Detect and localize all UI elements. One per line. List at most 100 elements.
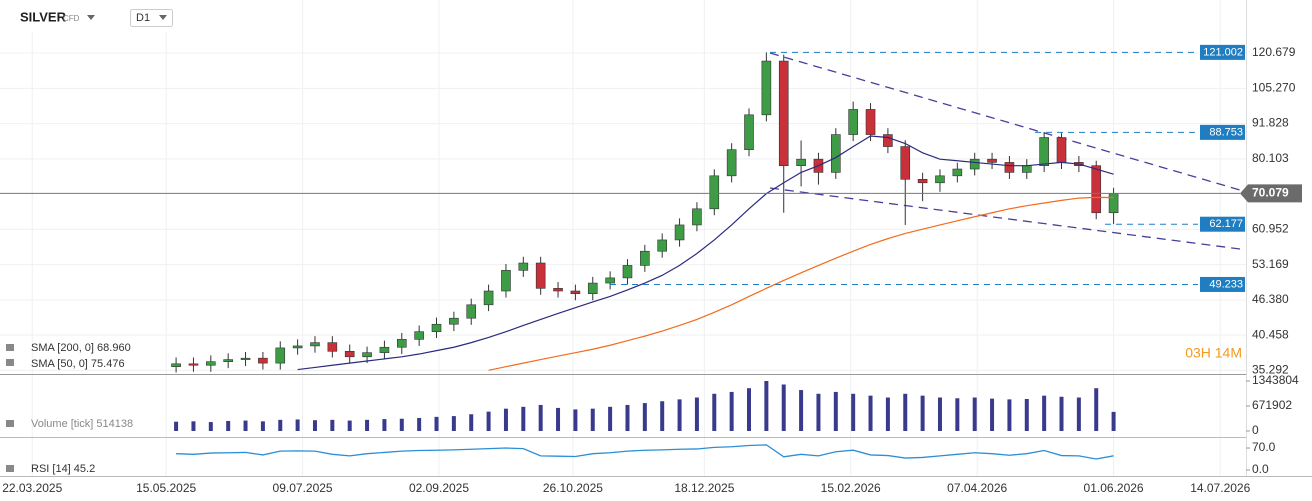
legend-icons bbox=[6, 344, 14, 472]
candle-body bbox=[692, 208, 702, 226]
grid bbox=[0, 0, 1246, 476]
x-tick-label: 07.04.2026 bbox=[947, 481, 1007, 495]
x-tick-label: 22.03.2025 bbox=[2, 481, 62, 495]
volume-bar bbox=[747, 388, 752, 431]
y-tick-label: 91.828 bbox=[1252, 116, 1289, 130]
volume-bar bbox=[312, 420, 317, 431]
candle-body bbox=[344, 350, 355, 358]
volume-bar bbox=[573, 409, 578, 431]
volume-bar bbox=[417, 417, 422, 431]
price-panel bbox=[171, 52, 1241, 373]
volume-bar bbox=[642, 403, 647, 431]
volume-bar bbox=[972, 397, 977, 431]
trend-line bbox=[769, 52, 1241, 191]
y-tick-label: 35.292 bbox=[1252, 363, 1289, 377]
candle-body bbox=[362, 352, 372, 358]
candle-body bbox=[171, 363, 181, 367]
trend-line bbox=[769, 187, 1241, 250]
volume-bar bbox=[799, 390, 804, 431]
volume-bar bbox=[937, 397, 942, 431]
volume-bar bbox=[1059, 396, 1064, 431]
candle-body bbox=[1021, 165, 1032, 173]
x-tick-label: 14.07.2026 bbox=[1190, 481, 1250, 495]
candle-body bbox=[674, 224, 685, 241]
candle-body bbox=[657, 239, 668, 252]
y-tick-label: 105.270 bbox=[1252, 80, 1296, 94]
dropdown-caret[interactable] bbox=[87, 15, 95, 20]
level-label-box bbox=[1200, 276, 1245, 292]
candle-body bbox=[518, 262, 529, 271]
candle-body bbox=[188, 363, 199, 366]
volume-bar bbox=[469, 414, 474, 431]
candle-body bbox=[483, 290, 494, 306]
candle-body bbox=[449, 317, 459, 325]
volume-bar bbox=[191, 421, 196, 431]
candle-body bbox=[848, 109, 858, 135]
volume-bar bbox=[451, 416, 456, 431]
volume-bar bbox=[365, 419, 370, 431]
level-label: 88.753 bbox=[1209, 126, 1243, 138]
y-tick-label: 120.679 bbox=[1252, 45, 1296, 59]
candle-body bbox=[206, 361, 216, 366]
volume-bar bbox=[851, 393, 856, 431]
candle-body bbox=[327, 342, 338, 352]
y-tick-label: 53.169 bbox=[1252, 257, 1289, 271]
level-label-box bbox=[1200, 124, 1245, 140]
volume-bar bbox=[816, 393, 821, 431]
y-tick-label: 1343804 bbox=[1252, 373, 1299, 387]
x-tick-label: 15.05.2025 bbox=[136, 481, 196, 495]
x-tick-label: 18.12.2025 bbox=[674, 481, 734, 495]
candle-body bbox=[292, 345, 303, 349]
candle-body bbox=[240, 357, 251, 360]
y-tick-label: 40.458 bbox=[1252, 327, 1289, 341]
y-tick-label: 60.952 bbox=[1252, 222, 1289, 236]
volume-bar bbox=[694, 397, 699, 431]
overlay: 121.002 88.753 62.177 49.233 bbox=[0, 44, 1245, 292]
candle-body bbox=[379, 346, 390, 353]
volume-bar bbox=[382, 419, 387, 431]
candle-body bbox=[605, 277, 615, 284]
symbol[interactable]: SILVER bbox=[20, 9, 67, 24]
level-label-box bbox=[1200, 216, 1245, 232]
volume-bar bbox=[990, 398, 995, 431]
volume-bar bbox=[174, 421, 179, 431]
volume-bar bbox=[1007, 399, 1012, 431]
volume-bar bbox=[556, 407, 561, 431]
legend-entry: SMA [200, 0] 68.960 bbox=[31, 342, 131, 354]
volume-bar bbox=[347, 420, 352, 431]
candle-body bbox=[969, 158, 980, 170]
volume-bar bbox=[903, 393, 908, 431]
volume-bar bbox=[920, 395, 925, 431]
candle-body bbox=[1091, 165, 1102, 214]
candle-body bbox=[535, 262, 546, 289]
candle-body bbox=[709, 175, 720, 210]
volume-bar bbox=[243, 420, 248, 431]
candle-body bbox=[414, 331, 424, 340]
volume-bar bbox=[781, 384, 786, 431]
sma-line bbox=[488, 196, 1114, 371]
volume-bar bbox=[278, 419, 283, 431]
x-tick-label: 09.07.2025 bbox=[273, 481, 333, 495]
volume-bar bbox=[660, 401, 665, 431]
volume-bar bbox=[226, 420, 231, 431]
volume-bar bbox=[1024, 398, 1029, 431]
volume-bar bbox=[677, 399, 682, 431]
y-tick-label: 0 bbox=[1252, 423, 1259, 437]
interval-select[interactable] bbox=[130, 9, 173, 27]
x-tick-label: 01.06.2026 bbox=[1084, 481, 1144, 495]
rsi-line bbox=[176, 444, 1114, 460]
volume-bar bbox=[1111, 411, 1116, 431]
level-label-box bbox=[1200, 44, 1245, 60]
volume-bar bbox=[399, 418, 404, 431]
candle-body bbox=[587, 282, 598, 295]
candle-body bbox=[744, 114, 754, 150]
volume-bar bbox=[885, 397, 890, 431]
interval: D1 bbox=[136, 12, 150, 24]
x-tick-label: 15.02.2026 bbox=[821, 481, 881, 495]
y-tick-label: 70.0 bbox=[1252, 440, 1276, 454]
volume-bar bbox=[868, 395, 873, 431]
volume-bar bbox=[1076, 397, 1081, 431]
candle-body bbox=[1056, 137, 1067, 163]
volume-bar bbox=[521, 406, 526, 431]
y-tick-label: 0.0 bbox=[1252, 462, 1269, 476]
